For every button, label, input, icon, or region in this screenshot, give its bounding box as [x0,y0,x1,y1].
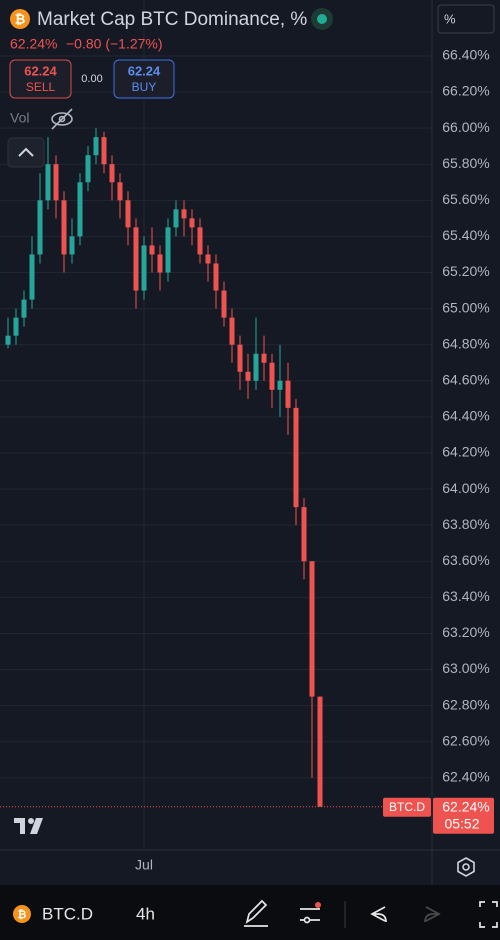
x-tick-label: Jul [135,857,153,873]
chart-title: Market Cap BTC Dominance, % [37,9,307,30]
btc-icon [10,9,30,29]
candle-body [205,254,211,264]
candle-body [101,137,107,165]
candle-body [85,155,91,183]
countdown: 05:52 [444,815,479,831]
candle-body [221,290,227,318]
buy-button[interactable] [113,59,175,99]
buy-label: BUY [132,80,157,94]
y-tick-label: 64.40% [442,408,489,424]
candle-body [237,344,243,372]
undo-button[interactable] [370,906,387,923]
collapse-button[interactable] [7,137,45,168]
buy-price: 62.24 [128,63,161,78]
spread: 0.00 [81,73,102,85]
candle-body [13,317,19,336]
candle-body [245,371,251,381]
market-status-dot [317,14,327,24]
volume-label: Vol [10,110,29,126]
hide-volume-icon[interactable] [51,108,73,130]
chart-layer [0,0,432,850]
y-tick-label: 64.00% [442,480,489,496]
y-tick-label: 65.00% [442,299,489,315]
candle-body [149,245,155,255]
tradingview-logo [14,818,43,834]
candle-body [261,353,267,363]
y-tick-label: 64.80% [442,335,489,351]
btc-icon-glyph: ₿ [15,11,26,26]
candle-body [5,335,11,345]
y-tick-label: 65.20% [442,263,489,279]
interval-button[interactable]: 4h [136,904,155,923]
y-tick-label: 66.00% [442,119,489,135]
y-tick-label: 65.60% [442,191,489,207]
candle-body [157,254,163,273]
candle-body [253,353,259,381]
candle-body [133,227,139,291]
sell-button[interactable] [9,59,72,99]
sell-label: SELL [26,80,56,94]
y-tick-label: 62.40% [442,769,489,785]
candle-body [69,236,75,255]
candle-body [293,407,299,508]
symbol-button[interactable]: BTC.D [42,904,93,923]
last-price: 62.24% [10,36,57,52]
y-tick-label: 66.40% [442,47,489,63]
candle-body [309,561,315,697]
candle-body [21,299,27,318]
candle-body [125,200,131,228]
price-change: −0.80 (−1.27%) [66,36,163,52]
settings-button[interactable] [457,857,475,877]
fullscreen-button[interactable] [479,901,498,928]
candle-body [229,317,235,345]
y-tick-label: 62.60% [442,732,489,748]
candle-body [173,209,179,228]
y-tick-label: 63.40% [442,588,489,604]
candle-body [77,182,83,237]
candle-body [213,263,219,291]
y-tick-label: 63.20% [442,624,489,640]
price-tag: 62.24% [442,798,489,814]
chevron-up [18,147,34,157]
candle-body [109,164,115,183]
y-tick-label: 65.80% [442,155,489,171]
symbol-icon-glyph: ₿ [18,909,27,921]
candle-body [53,164,59,201]
unit-label: % [444,11,456,26]
redo-button[interactable] [424,906,441,923]
y-tick-label: 65.40% [442,227,489,243]
candle-body [317,696,323,807]
y-tick-label: 64.20% [442,444,489,460]
draw-tool[interactable] [244,899,268,927]
y-tick-label: 63.00% [442,660,489,676]
y-tick-label: 62.80% [442,696,489,712]
candle-body [277,380,283,390]
candle-body [29,254,35,300]
symbol-icon [13,905,31,923]
candle-body [301,507,307,562]
candle-body [37,200,43,255]
price-tag-bg [433,797,494,834]
candle-body [181,209,187,219]
sell-price: 62.24 [24,63,57,78]
candle-body [197,227,203,255]
candle-body [285,380,291,408]
candle-body [117,182,123,201]
candle-body [165,227,171,273]
y-tick-label: 63.60% [442,552,489,568]
y-tick-label: 64.60% [442,371,489,387]
symbol-tag: BTC.D [389,800,425,814]
candle-body [141,245,147,291]
candle-body [61,200,67,255]
y-tick-label: 63.80% [442,516,489,532]
candle-body [93,137,99,156]
symbol-tag-bg [383,797,431,817]
candle-body [189,218,195,228]
candle-body [45,164,51,201]
indicators-tool[interactable] [300,902,321,924]
y-tick-label: 66.20% [442,83,489,99]
unit-button[interactable] [437,4,495,34]
candle-body [269,362,275,390]
